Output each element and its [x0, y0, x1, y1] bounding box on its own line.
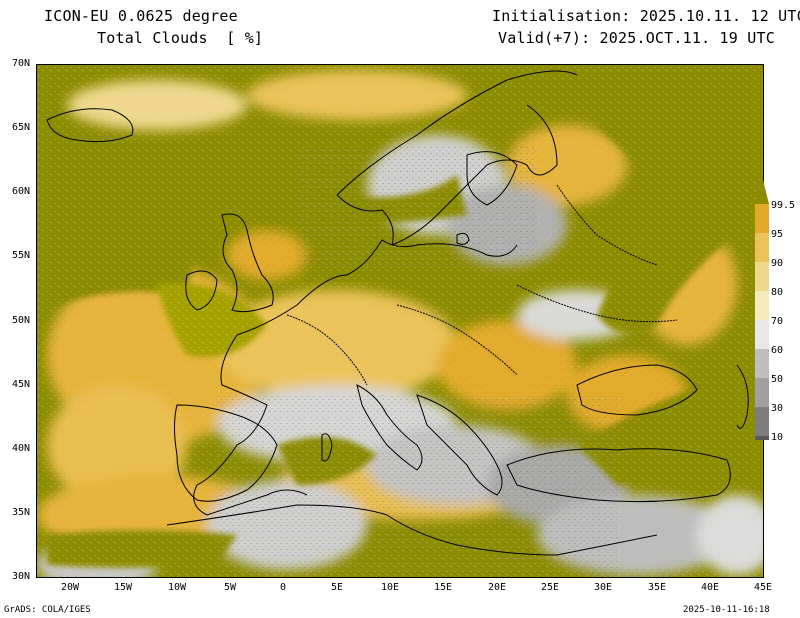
field-title: Total Clouds [ %]: [97, 29, 264, 47]
lat-tick: 65N: [11, 122, 30, 133]
lat-tick: 40N: [11, 443, 30, 454]
colorbar-swatch: [755, 262, 769, 291]
lon-tick: 10E: [380, 582, 400, 593]
lat-tick: 30N: [11, 571, 30, 582]
colorbar-label: 50: [771, 374, 784, 385]
lon-tick: 25E: [540, 582, 560, 593]
lon-tick: 20W: [60, 582, 80, 593]
lon-tick: 10W: [167, 582, 187, 593]
lon-tick: 0: [279, 582, 287, 593]
colorbar-label: 10: [771, 432, 784, 443]
colorbar-swatch: [755, 407, 769, 436]
lon-tick: 45E: [753, 582, 773, 593]
lat-tick: 45N: [11, 379, 30, 390]
coastlines: [46, 70, 749, 556]
lat-tick: 50N: [11, 315, 30, 326]
cloud-map-canvas: [37, 65, 763, 577]
cloud-map: [36, 64, 764, 578]
colorbar: [755, 176, 769, 440]
init-time: Initialisation: 2025.10.11. 12 UTC: [492, 7, 800, 25]
lat-tick: 70N: [11, 58, 30, 69]
lon-tick: 35E: [647, 582, 667, 593]
colorbar-label: 99.5: [771, 200, 796, 211]
colorbar-label: 80: [771, 287, 784, 298]
footer-timestamp: 2025-10-11-16:18: [683, 605, 770, 615]
colorbar-swatch: [755, 378, 769, 407]
colorbar-label: 90: [771, 258, 784, 269]
colorbar-label: 60: [771, 345, 784, 356]
lon-tick: 20E: [487, 582, 507, 593]
lon-tick: 5E: [330, 582, 344, 593]
valid-time: Valid(+7): 2025.OCT.11. 19 UTC: [498, 29, 775, 47]
model-title: ICON-EU 0.0625 degree: [44, 7, 238, 25]
colorbar-label: 30: [771, 403, 784, 414]
lat-tick: 55N: [11, 250, 30, 261]
lon-tick: 40E: [700, 582, 720, 593]
colorbar-label: 95: [771, 229, 784, 240]
colorbar-swatch-top: [755, 176, 769, 204]
lat-tick: 35N: [11, 507, 30, 518]
colorbar-swatch: [755, 436, 769, 440]
lon-tick: 15E: [433, 582, 453, 593]
lon-tick: 5W: [223, 582, 237, 593]
lat-tick: 60N: [11, 186, 30, 197]
lon-tick: 30E: [593, 582, 613, 593]
lon-tick: 15W: [113, 582, 133, 593]
colorbar-swatch: [755, 320, 769, 349]
colorbar-swatch: [755, 233, 769, 262]
colorbar-swatch: [755, 204, 769, 233]
colorbar-swatch: [755, 349, 769, 378]
footer-credit: GrADS: COLA/IGES: [4, 605, 91, 615]
colorbar-label: 70: [771, 316, 784, 327]
colorbar-swatch: [755, 291, 769, 320]
